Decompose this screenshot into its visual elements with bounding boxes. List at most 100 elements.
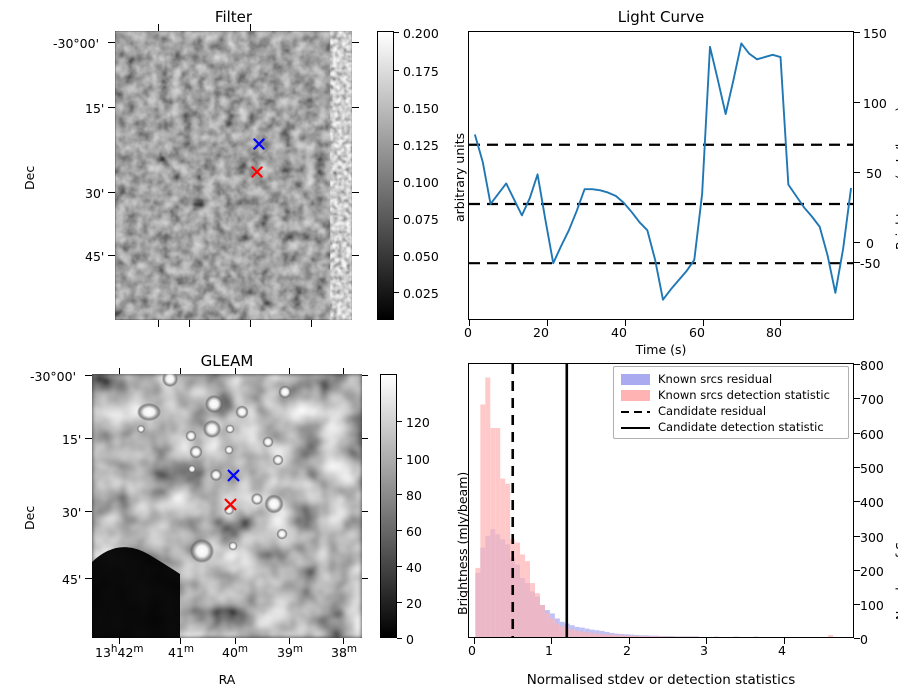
histogram-bar: [669, 635, 675, 637]
hist-ytick-7: 700: [860, 392, 884, 407]
lightcurve-xtick-0: 0: [464, 325, 472, 340]
gleam-ra-top-tickmark-3: [289, 368, 290, 374]
lc-xtickmark-2: [625, 320, 626, 326]
histogram-bar: [619, 635, 625, 637]
filter-sky-image[interactable]: [115, 31, 352, 320]
gleam-red-cross-icon: [223, 497, 238, 512]
gleam-ra-tickmark-1: [180, 638, 181, 644]
histogram-bar: [629, 635, 635, 637]
lightcurve-plot: [469, 42, 853, 301]
hist-xtick-1: 1: [545, 643, 553, 658]
lightcurve-axes[interactable]: [468, 31, 854, 320]
lightcurve-xaxis-label: Time (s): [635, 342, 687, 357]
hist-ytick-1: 100: [860, 598, 884, 613]
gleam-sky-image[interactable]: [92, 374, 362, 638]
gleam-ra-tick-3-text: 39m: [277, 643, 304, 661]
lightcurve-ytick-2: 50: [866, 166, 882, 181]
hist-xtick-4: 4: [778, 643, 786, 658]
histogram-bar: [649, 636, 655, 637]
filter-ra-top-tickmark-1: [250, 24, 251, 31]
lightcurve-xtick-3: 60: [689, 325, 705, 340]
gleam-ra-tick-0: 13h42m: [95, 643, 144, 660]
gleam-ra-tick-1-text: 41m: [168, 643, 195, 661]
gleam-dec-tick-0: -30°00': [30, 369, 77, 384]
legend-item-2[interactable]: Candidate residual: [621, 403, 841, 419]
gleam-colorbar-tick-6: 120: [406, 415, 430, 430]
histogram-bar: [654, 636, 660, 637]
gleam-cb-tickmark-2: [397, 566, 402, 567]
legend-label-1: Known srcs detection statistic: [658, 388, 830, 402]
filter-dec-right-tickmark-1: [352, 107, 359, 108]
lc-xtickmark-4: [780, 320, 781, 326]
gleam-colorbar-tick-3: 60: [406, 524, 422, 539]
histogram-bar: [599, 630, 605, 637]
gleam-ra-axis-label: RA: [218, 672, 236, 687]
hist-xtickmark-3: [706, 638, 707, 644]
gleam-dec-tick-1: 15': [62, 432, 82, 447]
filter-dec-axis-label: Dec: [22, 165, 37, 190]
hist-ytick-2: 200: [860, 564, 884, 579]
hist-xtick-0: 0: [468, 643, 476, 658]
hist-ytickmark-8: [854, 364, 860, 365]
filter-cb-tickmark-7: [394, 32, 399, 33]
gleam-cb-tickmark-5: [397, 458, 402, 459]
hist-ytickmark-0: [854, 638, 860, 639]
gleam-cb-tickmark-6: [397, 421, 402, 422]
histogram-bar: [554, 623, 560, 637]
filter-dec-tick-2: 30': [85, 186, 105, 201]
gleam-ra-tickmark-0: [119, 638, 120, 644]
legend-label-2: Candidate residual: [658, 404, 767, 418]
lightcurve-xtick-4: 80: [766, 325, 782, 340]
gleam-ra-tick-2: 40m: [222, 643, 248, 660]
gleam-blue-cross-icon: [226, 468, 241, 483]
filter-colorbar-tick-5: 0.150: [403, 101, 439, 116]
histogram-bar: [530, 583, 535, 637]
filter-dec-right-tickmark-0: [352, 42, 359, 43]
gleam-colorbar-tick-0: 0: [406, 632, 414, 647]
histogram-bar: [649, 635, 655, 637]
filter-ra-tickmark-2: [250, 320, 251, 327]
lc-ytickmark-0: [854, 262, 860, 263]
lightcurve-ytick-1: 0: [866, 236, 874, 251]
histogram-bar: [559, 626, 565, 637]
filter-dec-tickmark-2: [108, 192, 115, 193]
legend-swatch-known-srcs-detection-statistic: [621, 389, 650, 401]
gleam-dec-tickmark-0: [85, 375, 92, 376]
filter-cb-tickmark-5: [394, 107, 399, 108]
histogram-bar: [644, 635, 650, 637]
gleam-colorbar[interactable]: [380, 374, 397, 638]
gleam-dec-right-tickmark-0: [362, 375, 368, 376]
hist-xtick-3: 3: [700, 643, 708, 658]
histogram-plot: [475, 364, 834, 637]
filter-cb-tickmark-0: [394, 292, 399, 293]
legend-item-3[interactable]: Candidate detection statistic: [621, 419, 841, 435]
legend-item-1[interactable]: Known srcs detection statistic: [621, 387, 841, 403]
histogram-bar: [579, 631, 585, 637]
legend-item-0[interactable]: Known srcs residual: [621, 371, 841, 387]
gleam-ra-top-tickmark-2: [235, 368, 236, 374]
filter-dec-tick-0: -30°00': [53, 36, 100, 51]
gleam-ra-tick-0-text: 13h42m: [95, 643, 144, 661]
filter-cb-tickmark-4: [394, 144, 399, 145]
filter-cb-tickmark-2: [394, 218, 399, 219]
gleam-ra-tickmark-4: [343, 638, 344, 644]
histogram-bar: [644, 636, 650, 637]
lc-ytickmark-2: [854, 172, 860, 173]
gleam-dec-tickmark-1: [85, 438, 92, 439]
histogram-bar: [664, 635, 670, 637]
hist-xtickmark-0: [474, 638, 475, 644]
filter-colorbar-label: arbitrary units: [452, 132, 467, 222]
hist-xtickmark-4: [784, 638, 785, 644]
gleam-dec-axis-label: Dec: [22, 505, 37, 530]
histogram-bar: [515, 542, 521, 637]
histogram-bar: [589, 632, 595, 637]
filter-cb-tickmark-1: [394, 255, 399, 256]
gleam-dec-right-tickmark-3: [362, 578, 368, 579]
hist-ytick-4: 400: [860, 495, 884, 510]
hist-ytickmark-6: [854, 433, 860, 434]
hist-ytickmark-7: [854, 398, 860, 399]
histogram-bar: [500, 478, 506, 637]
histogram-right-axis-label: Number of Sources: [893, 500, 898, 620]
filter-colorbar[interactable]: [377, 31, 394, 320]
gleam-colorbar-tick-4: 80: [406, 488, 422, 503]
